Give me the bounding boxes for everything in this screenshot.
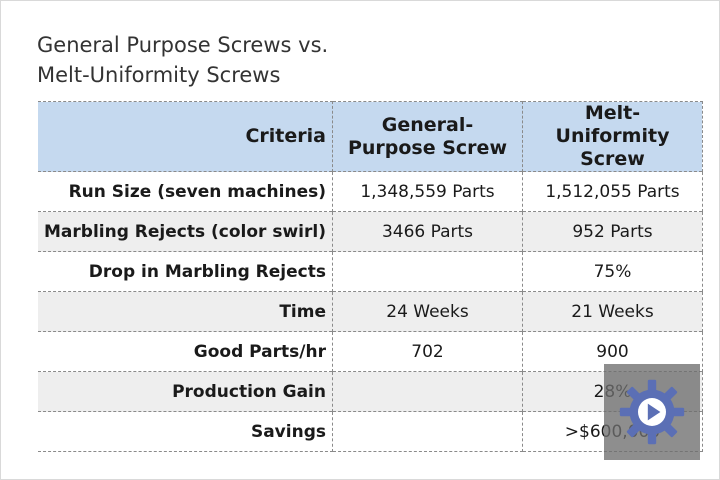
row-criteria: Drop in Marbling Rejects — [38, 251, 333, 292]
table-row: Time 24 Weeks 21 Weeks — [38, 291, 703, 332]
row-criteria: Run Size (seven machines) — [38, 171, 333, 212]
table-row: Drop in Marbling Rejects 75% — [38, 251, 703, 292]
row-criteria: Time — [38, 291, 333, 332]
row-general-value — [332, 251, 523, 292]
title-line-1: General Purpose Screws vs. — [37, 33, 329, 57]
row-general-value — [332, 371, 523, 412]
gear-play-icon[interactable] — [617, 377, 687, 447]
header-melt-uniformity: Melt-Uniformity Screw — [522, 101, 703, 172]
row-general-value: 3466 Parts — [332, 211, 523, 252]
row-criteria: Savings — [38, 411, 333, 452]
row-general-value: 24 Weeks — [332, 291, 523, 332]
row-general-value: 1,348,559 Parts — [332, 171, 523, 212]
title-line-2: Melt-Uniformity Screws — [37, 63, 281, 87]
row-criteria: Production Gain — [38, 371, 333, 412]
row-melt-value: 1,512,055 Parts — [522, 171, 703, 212]
table-row: Good Parts/hr 702 900 — [38, 331, 703, 372]
row-melt-value: 952 Parts — [522, 211, 703, 252]
row-melt-value: 75% — [522, 251, 703, 292]
table-row: Savings >$600,000 — [38, 411, 703, 452]
video-play-badge[interactable] — [604, 364, 700, 460]
table-row: Run Size (seven machines) 1,348,559 Part… — [38, 171, 703, 212]
row-general-value — [332, 411, 523, 452]
header-criteria: Criteria — [38, 101, 333, 172]
row-melt-value: 21 Weeks — [522, 291, 703, 332]
page-title: General Purpose Screws vs. Melt-Uniformi… — [37, 30, 328, 90]
table-row: Marbling Rejects (color swirl) 3466 Part… — [38, 211, 703, 252]
header-general-purpose: General-Purpose Screw — [332, 101, 523, 172]
table-header-row: Criteria General-Purpose Screw Melt-Unif… — [38, 101, 703, 172]
row-criteria: Good Parts/hr — [38, 331, 333, 372]
row-general-value: 702 — [332, 331, 523, 372]
row-criteria: Marbling Rejects (color swirl) — [38, 211, 333, 252]
table-row: Production Gain 28% — [38, 371, 703, 412]
